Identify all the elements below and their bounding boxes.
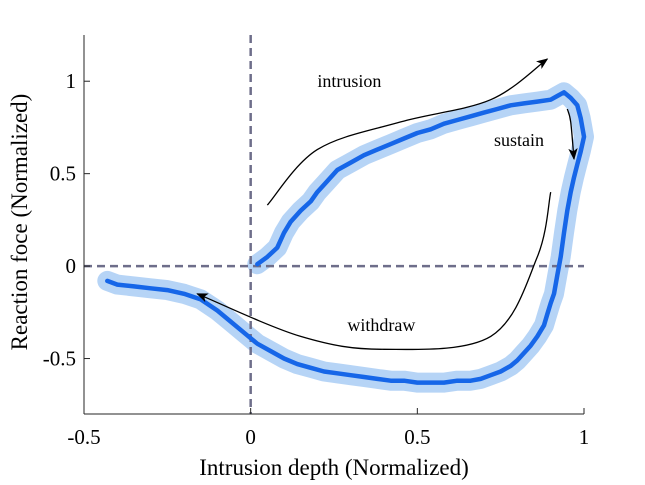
annotation-intrusion: intrusion (317, 71, 381, 91)
x-tick-label: -0.5 (67, 425, 100, 449)
plot-area: intrusion sustain withdraw (84, 35, 594, 414)
x-tick-label: 0.5 (404, 425, 430, 449)
arrow-withdraw (196, 191, 552, 351)
x-tick-label: 1 (579, 425, 590, 449)
annotation-withdraw: withdraw (347, 315, 415, 335)
y-tick-label: 0.5 (50, 162, 76, 186)
arrow-intrusion (266, 58, 549, 206)
arrow-sustain (566, 108, 578, 161)
y-tick-label: -0.5 (43, 347, 76, 371)
x-axis-label: Intrusion depth (Normalized) (199, 455, 469, 480)
x-tick-label: 0 (245, 425, 256, 449)
series-line (105, 90, 587, 385)
y-tick-label: 1 (66, 69, 77, 93)
annotation-sustain: sustain (494, 130, 544, 150)
y-axis-label: Reaction foce (Normalized) (7, 94, 32, 351)
y-tick-label: 0 (66, 254, 77, 278)
axes: -0.5 0 0.5 1 -0.5 0 0.5 1 (43, 35, 590, 449)
